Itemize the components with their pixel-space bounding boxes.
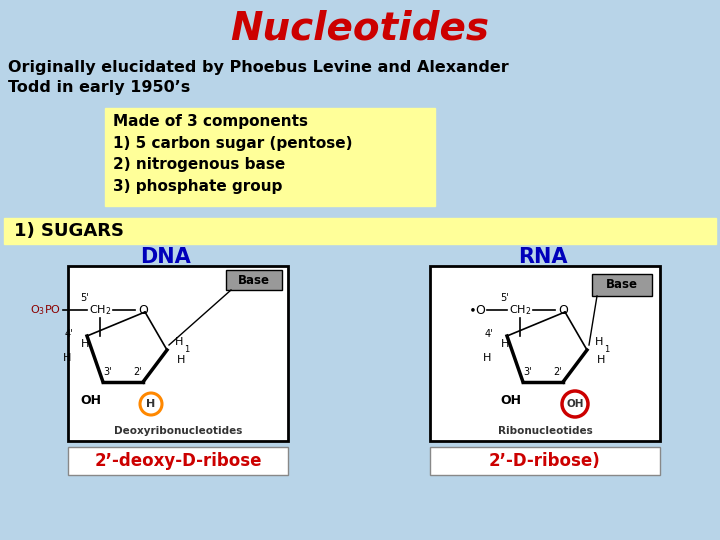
- FancyBboxPatch shape: [430, 447, 660, 475]
- FancyBboxPatch shape: [226, 270, 282, 290]
- Text: 3': 3': [523, 367, 532, 377]
- Text: 4': 4': [485, 329, 493, 339]
- Text: DNA: DNA: [140, 247, 190, 267]
- Text: H: H: [597, 355, 606, 365]
- Text: O: O: [558, 303, 568, 316]
- Text: H: H: [177, 355, 185, 365]
- Text: 5': 5': [81, 293, 89, 303]
- FancyBboxPatch shape: [4, 218, 716, 244]
- Text: Originally elucidated by Phoebus Levine and Alexander
Todd in early 1950’s: Originally elucidated by Phoebus Levine …: [8, 60, 509, 95]
- Text: $\bullet$O: $\bullet$O: [467, 303, 487, 316]
- Text: H: H: [63, 353, 71, 363]
- Text: H: H: [81, 339, 89, 349]
- Text: 3': 3': [104, 367, 112, 377]
- Text: H: H: [483, 353, 491, 363]
- FancyBboxPatch shape: [68, 266, 288, 441]
- Text: 4': 4': [65, 329, 73, 339]
- FancyBboxPatch shape: [592, 274, 652, 296]
- Text: Base: Base: [238, 273, 270, 287]
- Text: H: H: [501, 339, 509, 349]
- Text: H: H: [595, 337, 603, 347]
- Text: O$_3$PO: O$_3$PO: [30, 303, 60, 317]
- Text: OH: OH: [81, 394, 102, 407]
- Text: H: H: [146, 399, 156, 409]
- FancyBboxPatch shape: [105, 108, 435, 206]
- Text: H: H: [175, 337, 183, 347]
- Text: O: O: [138, 303, 148, 316]
- Text: Made of 3 components
1) 5 carbon sugar (pentose)
2) nitrogenous base
3) phosphat: Made of 3 components 1) 5 carbon sugar (…: [113, 114, 353, 194]
- Text: Deoxyribonucleotides: Deoxyribonucleotides: [114, 426, 242, 436]
- Text: 1: 1: [604, 345, 610, 354]
- Text: 1) SUGARS: 1) SUGARS: [14, 222, 124, 240]
- Text: 1: 1: [184, 345, 189, 354]
- Text: 2’-D-ribose): 2’-D-ribose): [489, 452, 601, 470]
- Text: 2': 2': [134, 367, 143, 377]
- Text: CH$_2$: CH$_2$: [509, 303, 531, 317]
- Text: 2’-deoxy-D-ribose: 2’-deoxy-D-ribose: [94, 452, 262, 470]
- Text: OH: OH: [566, 399, 584, 409]
- Text: Base: Base: [606, 279, 638, 292]
- Text: OH: OH: [500, 394, 521, 407]
- Text: 2': 2': [554, 367, 562, 377]
- Text: RNA: RNA: [518, 247, 568, 267]
- Text: Ribonucleotides: Ribonucleotides: [498, 426, 593, 436]
- FancyBboxPatch shape: [68, 447, 288, 475]
- Text: Nucleotides: Nucleotides: [230, 9, 490, 47]
- Text: CH$_2$: CH$_2$: [89, 303, 111, 317]
- Text: 5': 5': [500, 293, 509, 303]
- FancyBboxPatch shape: [430, 266, 660, 441]
